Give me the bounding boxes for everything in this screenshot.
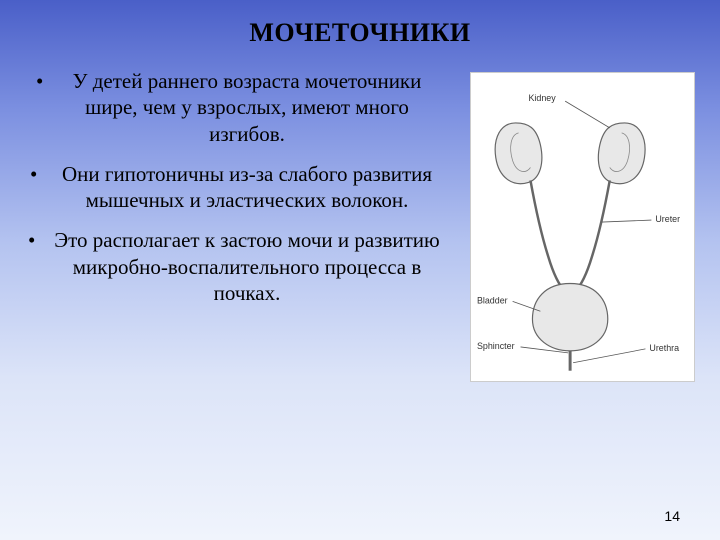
label-ureter: Ureter (655, 214, 680, 224)
image-column: Kidney Ureter Bladder Sphincter Urethra (470, 72, 695, 382)
right-ureter-icon (575, 180, 610, 291)
slide-title: МОЧЕТОЧНИКИ (0, 0, 720, 48)
title-text: МОЧЕТОЧНИКИ (249, 18, 470, 47)
left-kidney-icon (495, 123, 542, 184)
bladder-icon (532, 283, 607, 350)
bullet-1-text: У детей раннего возраста мочеточники шир… (73, 69, 422, 146)
bullet-3: Это располагает к застою мочи и развитию… (30, 227, 450, 306)
text-column: У детей раннего возраста мочеточники шир… (30, 68, 450, 382)
urinary-system-diagram: Kidney Ureter Bladder Sphincter Urethra (470, 72, 695, 382)
bullet-1: У детей раннего возраста мочеточники шир… (30, 68, 450, 147)
label-kidney: Kidney (528, 93, 556, 103)
page-number-text: 14 (664, 508, 680, 524)
diagram-svg: Kidney Ureter Bladder Sphincter Urethra (471, 73, 694, 381)
bullet-2-text: Они гипотоничны из-за слабого развития м… (62, 162, 432, 212)
left-ureter-icon (530, 180, 565, 291)
label-line-urethra (573, 349, 645, 363)
label-line-kidney (565, 101, 610, 128)
label-bladder: Bladder (477, 295, 508, 305)
bullet-3-text: Это располагает к застою мочи и развитию… (54, 228, 440, 305)
label-urethra: Urethra (649, 343, 679, 353)
page-number: 14 (664, 508, 680, 524)
label-line-ureter (602, 220, 652, 222)
content-area: У детей раннего возраста мочеточники шир… (0, 68, 720, 382)
right-kidney-icon (598, 123, 645, 184)
bullet-2: Они гипотоничны из-за слабого развития м… (30, 161, 450, 214)
label-sphincter: Sphincter (477, 341, 515, 351)
